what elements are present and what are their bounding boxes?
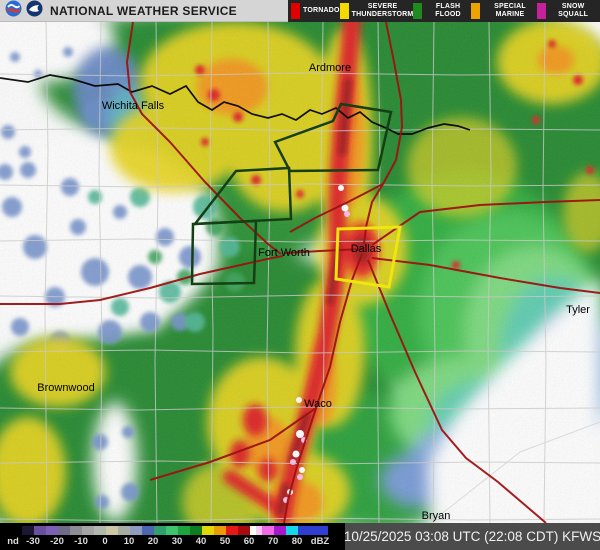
legend-label: SEVERE THUNDERSTORM	[351, 2, 414, 18]
colorbar-segment	[154, 526, 166, 535]
radar-image	[0, 22, 600, 523]
legend-item-flash-flood: FLASH FLOOD	[413, 3, 470, 19]
dbz-colorbar	[3, 526, 328, 535]
colorbar-tick-nd: nd	[7, 536, 19, 547]
radar-map[interactable]: Ardmore Wichita Falls Fort Worth Dallas Waco…	[0, 22, 600, 523]
colorbar-tick-50: 50	[219, 536, 231, 547]
timestamp-panel: 10/25/2025 03:08 UTC (22:08 CDT) KFWS	[343, 523, 600, 550]
colorbar-segment	[70, 526, 82, 535]
county-lines	[0, 22, 600, 523]
legend-swatch	[470, 3, 480, 19]
colorbar-segment	[286, 526, 298, 535]
colorbar-segment	[118, 526, 130, 535]
footer: 10/25/2025 03:08 UTC (22:08 CDT) KFWS nd…	[0, 523, 600, 550]
timestamp: 10/25/2025 03:08 UTC (22:08 CDT) KFWS	[343, 529, 600, 544]
colorbar-segment	[34, 526, 46, 535]
colorbar-segment	[58, 526, 70, 535]
colorbar-tick-80: 80	[291, 536, 303, 547]
page-title: NATIONAL WEATHER SERVICE	[50, 3, 237, 18]
flash-flood-warning-polygon	[192, 166, 293, 226]
highways	[0, 22, 600, 523]
colorbar-segment	[256, 526, 262, 535]
colorbar-tick-20: 20	[147, 536, 159, 547]
flash-flood-warning-polygon	[190, 219, 258, 286]
severe-thunderstorm-warning-polygon	[334, 225, 402, 289]
colorbar-segment	[82, 526, 94, 535]
colorbar-tick--30: -30	[26, 536, 40, 547]
colorbar-tick-30: 30	[171, 536, 183, 547]
colorbar-tick-60: 60	[243, 536, 255, 547]
colorbar-segment	[298, 526, 328, 535]
header: NATIONAL WEATHER SERVICE TORNADO SEVERE T…	[0, 0, 600, 22]
legend-label: TORNADO	[303, 6, 340, 14]
colorbar-segment	[166, 526, 178, 535]
header-branding: NATIONAL WEATHER SERVICE	[0, 0, 288, 22]
colorbar-segment	[262, 526, 274, 535]
colorbar-segment	[106, 526, 118, 535]
colorbar-segment	[142, 526, 154, 535]
colorbar-segment	[22, 526, 34, 535]
colorbar-segment	[130, 526, 142, 535]
legend-item-severe-thunderstorm: SEVERE THUNDERSTORM	[339, 2, 414, 19]
colorbar-segment	[94, 526, 106, 535]
legend-label: SNOW SQUALL	[558, 2, 589, 18]
colorbar-segment	[178, 526, 190, 535]
colorbar-tick-0: 0	[102, 536, 108, 547]
colorbar-segment	[274, 526, 286, 535]
legend-label: FLASH FLOOD	[435, 2, 461, 18]
colorbar-tick--20: -20	[50, 536, 64, 547]
state-border-river	[0, 74, 471, 135]
legend-swatch	[537, 3, 547, 19]
colorbar-segment	[46, 526, 58, 535]
colorbar-segment	[190, 526, 202, 535]
colorbar-segment	[226, 526, 238, 535]
noaa-logo-icon	[26, 0, 43, 22]
legend-swatch	[291, 3, 300, 19]
colorbar-tick-70: 70	[267, 536, 279, 547]
legend-item-tornado: TORNADO	[291, 3, 340, 19]
colorbar-tick-40: 40	[195, 536, 207, 547]
legend-swatch	[339, 3, 349, 19]
warning-legend: TORNADO SEVERE THUNDERSTORM FLASH FLOOD SPE…	[288, 0, 600, 22]
colorbar-segment	[214, 526, 226, 535]
legend-item-special-marine: SPECIAL MARINE	[470, 2, 538, 19]
colorbar-tick--10: -10	[74, 536, 88, 547]
nws-logo-icon	[5, 0, 22, 22]
colorbar-segment	[3, 526, 22, 535]
colorbar-segment	[202, 526, 214, 535]
colorbar-tick-10: 10	[123, 536, 135, 547]
colorbar-tick-dBZ: dBZ	[310, 536, 330, 547]
colorbar-segment	[250, 526, 256, 535]
colorbar-segment	[238, 526, 250, 535]
legend-item-snow-squall: SNOW SQUALL	[537, 3, 597, 19]
legend-swatch	[413, 3, 423, 19]
legend-label: SPECIAL MARINE	[494, 2, 526, 18]
